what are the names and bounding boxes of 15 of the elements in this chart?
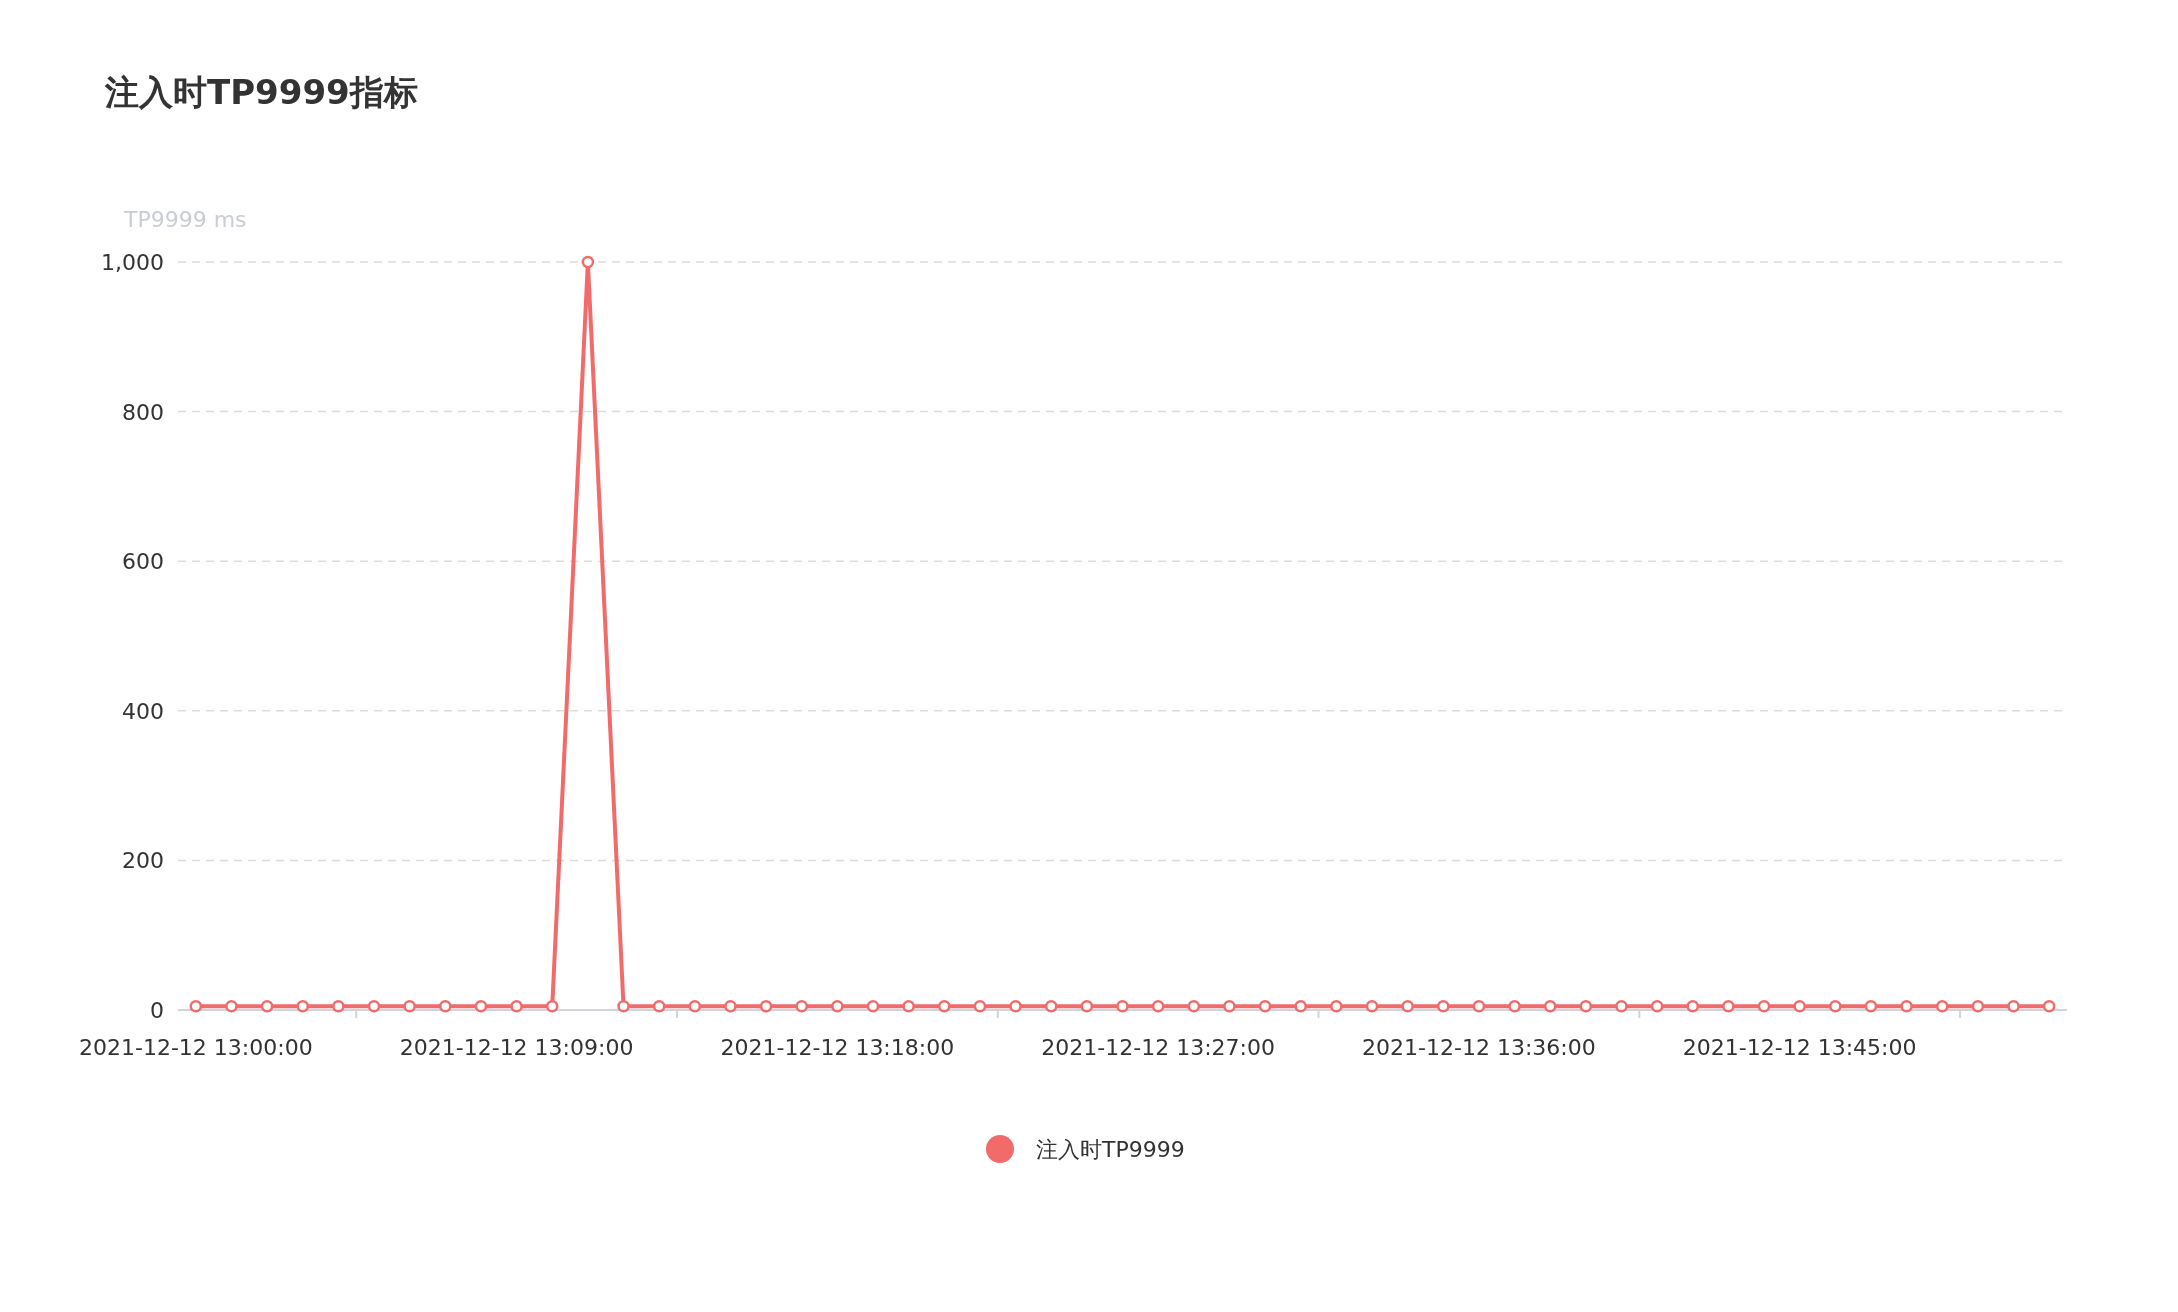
x-tick-label: 2021-12-12 13:27:00: [1041, 1035, 1275, 1060]
x-tick-label: 2021-12-12 13:45:00: [1682, 1035, 1917, 1060]
x-tick-label: 2021-12-12 13:18:00: [720, 1035, 955, 1060]
legend-label: 注入时TP9999: [1036, 1137, 1185, 1162]
y-tick-label: 200: [122, 848, 164, 874]
x-tick-label: 2021-12-12 13:36:00: [1362, 1035, 1596, 1060]
y-tick-label: 1,000: [101, 250, 164, 275]
y-tick-label: 800: [122, 399, 164, 425]
y-tick-label: 400: [122, 698, 164, 724]
y-tick-label: 0: [150, 998, 164, 1023]
chart-title: 注入时TP9999指标: [104, 72, 418, 112]
x-tick-label: 2021-12-12 13:09:00: [399, 1035, 634, 1060]
x-tick-label: 2021-12-12 13:00:00: [78, 1035, 313, 1060]
legend: 注入时TP9999: [986, 1135, 1185, 1163]
y-tick-label: 600: [122, 549, 164, 575]
